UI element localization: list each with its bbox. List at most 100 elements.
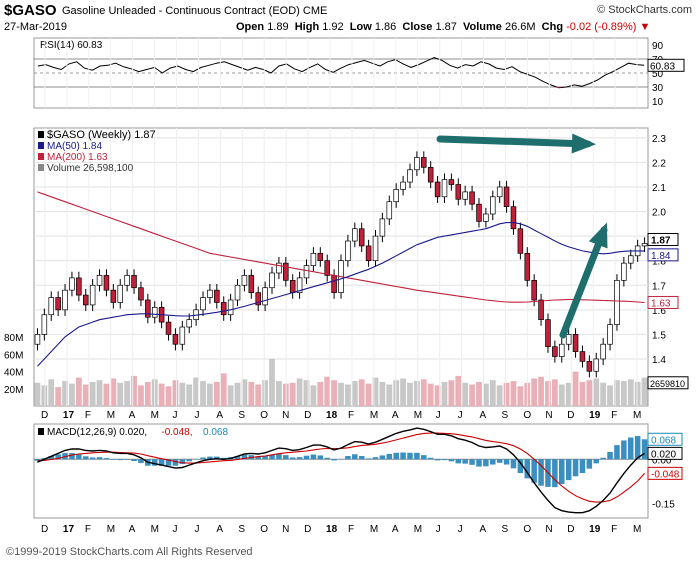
candle-body <box>524 252 531 281</box>
month-label: M <box>633 410 641 421</box>
candle-body <box>317 252 324 262</box>
macd-histogram-bar <box>103 458 110 460</box>
month-label: F <box>85 410 91 421</box>
volume-bar <box>103 383 110 406</box>
macd-histogram-bar <box>262 456 268 460</box>
macd-tick-label: 0.00 <box>652 455 672 466</box>
macd-month-label: A <box>480 524 487 535</box>
macd-month-label: O <box>523 524 531 535</box>
candle-body <box>510 206 517 230</box>
macd-month-label: F <box>611 524 617 535</box>
volume-bar <box>241 379 248 406</box>
macd-histogram-bar <box>352 454 358 460</box>
macd-month-label: 19 <box>589 524 601 535</box>
month-label: F <box>611 410 617 421</box>
volume-bar <box>296 378 303 406</box>
volume-bar <box>248 381 255 406</box>
volume-bar <box>641 377 648 406</box>
candle-body <box>62 289 68 311</box>
volume-bar <box>510 381 517 406</box>
low-value: 1.86 <box>374 21 397 33</box>
volume-bar <box>262 380 269 406</box>
macd-month-label: O <box>260 524 268 535</box>
close-value: 1.87 <box>435 21 457 33</box>
macd-histogram-bar <box>455 459 462 464</box>
volume-bar <box>117 382 124 406</box>
macd-histogram-bar <box>407 452 413 460</box>
macd-histogram-bar <box>400 452 406 460</box>
volume-bar <box>455 375 462 406</box>
candle-body <box>82 294 89 306</box>
candle-body <box>186 319 192 328</box>
volume-bar <box>75 377 82 406</box>
candle-body <box>200 297 206 311</box>
macd-histogram-bar <box>138 459 144 464</box>
volume-bar <box>600 382 607 406</box>
candle-body <box>531 279 537 301</box>
chg-value: -0.02 (-0.89%) <box>566 21 637 33</box>
macd-month-label: A <box>392 524 399 535</box>
rsi-tick-label: 10 <box>652 97 664 108</box>
volume-bar <box>627 379 634 406</box>
month-label: J <box>173 410 178 421</box>
macd-histogram-bar <box>614 445 620 460</box>
price-tick-label: 1.6 <box>652 306 666 317</box>
open-value: 1.89 <box>267 21 289 33</box>
candle-body <box>241 275 248 286</box>
price-tick-label: 2.1 <box>652 183 666 194</box>
candle-body <box>614 279 620 325</box>
volume-label: Volume <box>462 21 502 33</box>
macd-month-label: D <box>304 524 311 535</box>
macd-legend-label: 0.068 <box>203 427 228 438</box>
volume-bar <box>503 382 510 406</box>
candle-body <box>296 277 303 293</box>
macd-line <box>37 427 645 514</box>
volume-bar <box>186 384 193 406</box>
macd-histogram-bar <box>234 456 241 460</box>
price-tick-label: 2.3 <box>652 134 666 145</box>
macd-month-label: A <box>216 524 223 535</box>
volume-bar <box>420 379 427 406</box>
candle-body <box>124 275 130 286</box>
annotation-arrow-up-head <box>588 222 608 249</box>
candle-body <box>558 343 565 357</box>
candle-body <box>172 334 179 345</box>
volume-bar <box>593 378 600 406</box>
close-label: Close <box>402 21 433 33</box>
macd-month-label: N <box>282 524 289 535</box>
candle-body <box>55 297 61 311</box>
candle-body <box>538 299 544 321</box>
price-value-label: 1.87 <box>651 235 671 246</box>
macd-histogram-bar <box>276 453 282 460</box>
volume-bar <box>289 382 296 406</box>
volume-bar <box>545 381 551 406</box>
macd-histogram-bar <box>531 459 537 483</box>
volume-bar <box>565 382 572 406</box>
volume-bar <box>538 376 544 406</box>
macd-histogram-bar <box>220 457 227 460</box>
volume-bar <box>220 373 227 406</box>
macd-histogram-bar <box>200 457 206 460</box>
candle-body <box>345 240 351 262</box>
legend-label: MA(200) 1.63 <box>47 152 108 163</box>
candle-body <box>393 189 399 203</box>
volume-bar <box>386 384 393 406</box>
volume-bar <box>413 381 420 406</box>
candle-body <box>503 186 510 207</box>
macd-histogram-bar <box>503 459 510 465</box>
month-label: D <box>567 410 574 421</box>
candle-body <box>455 184 462 200</box>
volume-bar <box>558 384 565 406</box>
brand-text[interactable]: © StockCharts.com <box>597 4 692 16</box>
volume-bar <box>372 377 379 406</box>
volume-bar <box>358 379 365 406</box>
macd-month-label: J <box>436 524 441 535</box>
candle-body <box>517 228 524 254</box>
macd-month-label: F <box>348 524 354 535</box>
candle-body <box>165 321 172 335</box>
macd-histogram-bar <box>559 459 565 484</box>
price-tick-label: 1.8 <box>652 257 666 268</box>
macd-histogram-bar <box>110 459 117 460</box>
macd-histogram-bar <box>448 459 455 462</box>
